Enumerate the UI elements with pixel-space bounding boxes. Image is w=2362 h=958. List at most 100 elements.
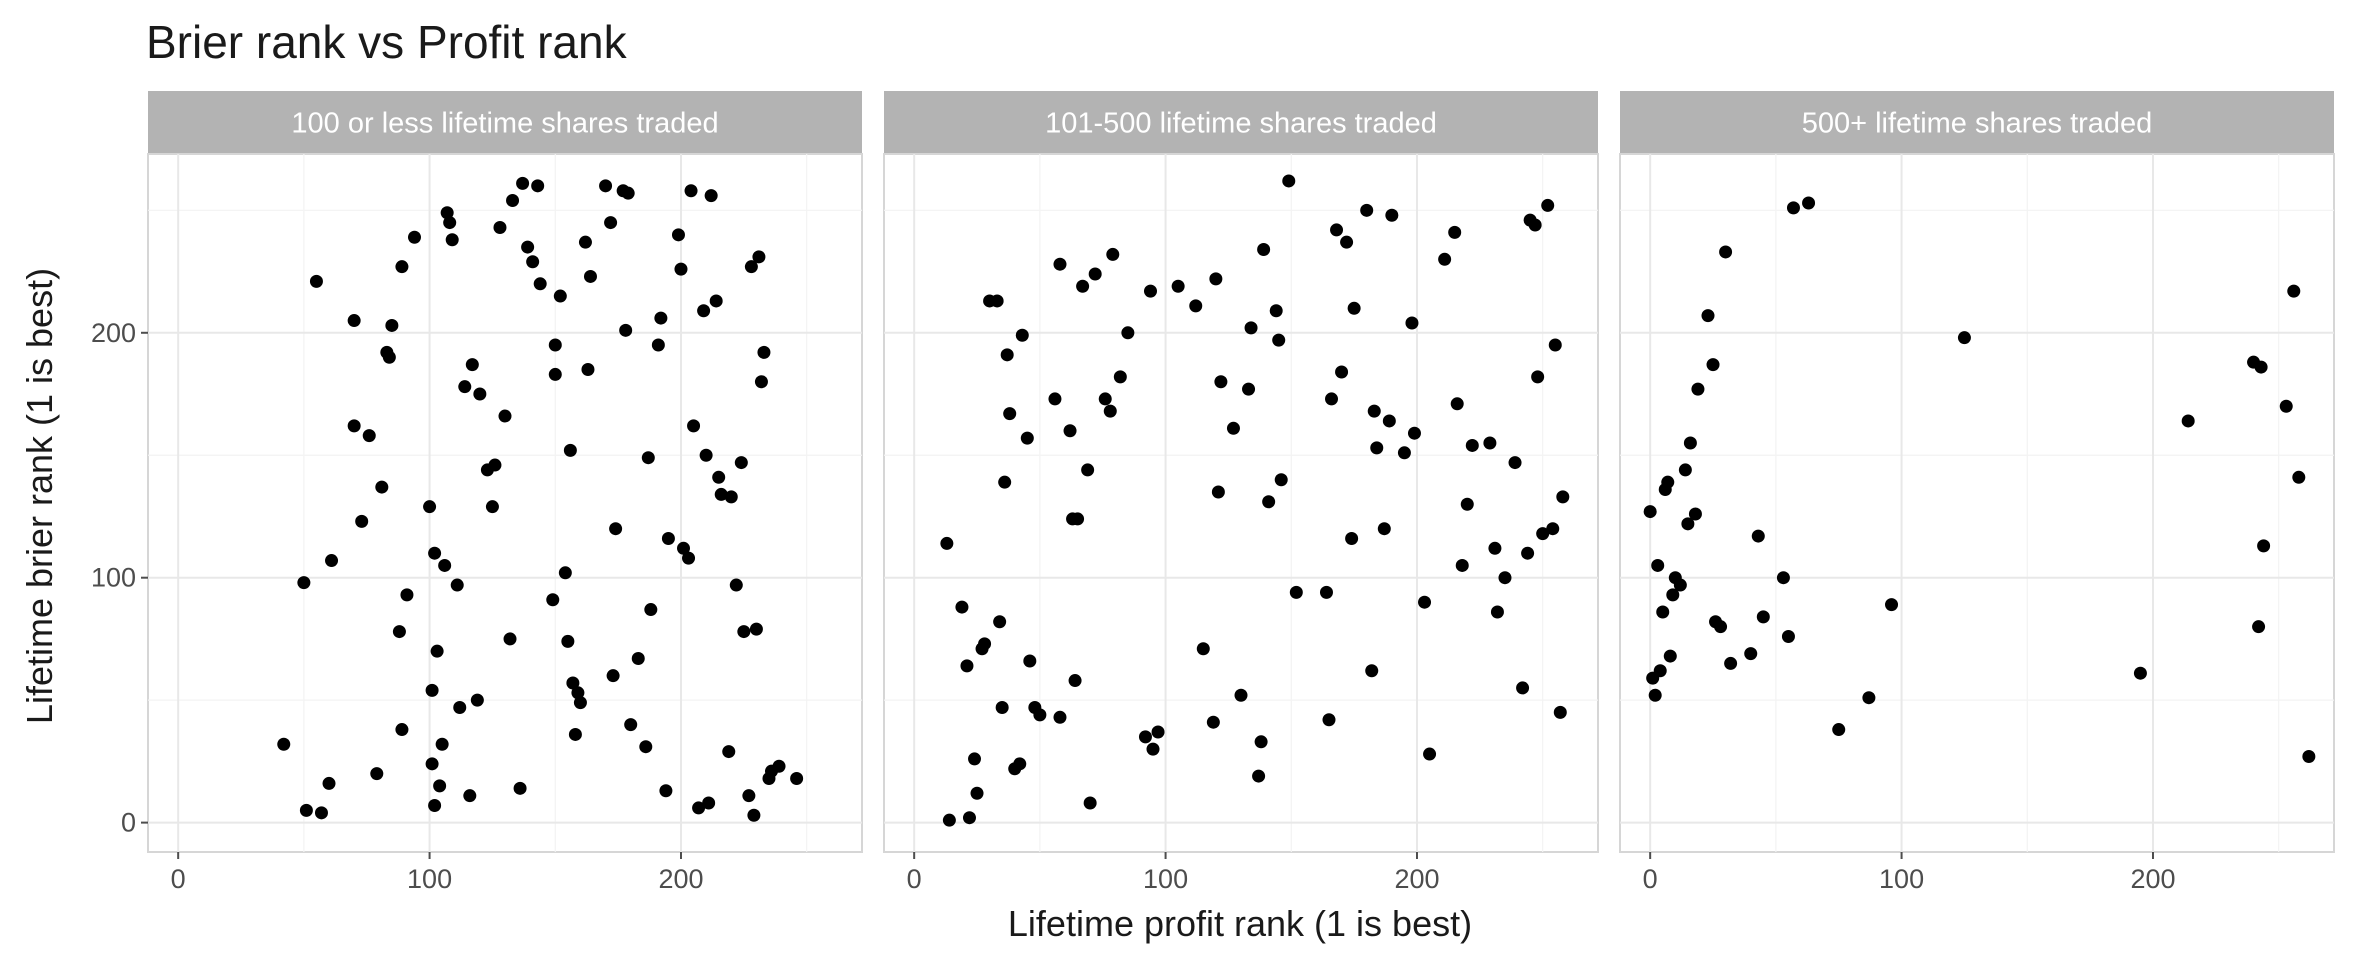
data-point <box>1053 257 1067 271</box>
data-point <box>772 759 786 773</box>
data-point <box>322 776 336 790</box>
data-point <box>299 803 313 817</box>
data-point <box>1330 223 1344 237</box>
data-point <box>1023 654 1037 668</box>
data-point <box>443 216 457 230</box>
data-point <box>712 470 726 484</box>
data-point <box>1048 392 1062 406</box>
data-point <box>1776 571 1790 585</box>
data-point <box>692 801 706 815</box>
data-point <box>1643 505 1657 519</box>
data-point <box>1211 485 1225 499</box>
data-point <box>752 250 766 264</box>
data-point <box>1121 326 1135 340</box>
facet-panel-3: 500+ lifetime shares traded 0 100 200 <box>1619 91 2335 894</box>
data-point <box>513 781 527 795</box>
data-point <box>661 532 675 546</box>
data-point <box>1681 517 1695 531</box>
data-point <box>1516 681 1530 695</box>
data-point <box>2287 284 2301 298</box>
data-point <box>1289 585 1303 599</box>
data-point <box>1370 441 1384 455</box>
data-point <box>1083 796 1097 810</box>
data-point <box>671 228 685 242</box>
data-point <box>1438 252 1452 266</box>
data-point <box>325 554 339 568</box>
data-point <box>1832 723 1846 737</box>
x-tick-label: 0 <box>907 864 922 894</box>
data-point <box>1724 656 1738 670</box>
data-point <box>568 727 582 741</box>
data-point <box>754 375 768 389</box>
data-point <box>709 294 723 308</box>
data-point <box>1143 284 1157 298</box>
data-point <box>1209 272 1223 286</box>
data-point <box>1405 316 1419 330</box>
data-point <box>2302 749 2316 763</box>
data-point <box>355 514 369 528</box>
data-points <box>1643 196 2316 763</box>
data-point <box>995 701 1009 715</box>
data-point <box>2257 539 2271 553</box>
data-point <box>362 429 376 443</box>
data-point <box>428 798 442 812</box>
data-point <box>347 314 361 328</box>
data-point <box>1957 331 1971 345</box>
data-point <box>1385 208 1399 222</box>
data-point <box>395 723 409 737</box>
data-point <box>1274 473 1288 487</box>
data-point <box>1272 333 1286 347</box>
data-point <box>473 387 487 401</box>
data-point <box>573 696 587 710</box>
data-point <box>392 625 406 639</box>
data-point <box>1683 436 1697 450</box>
data-point <box>1666 588 1680 602</box>
data-point <box>659 784 673 798</box>
data-point <box>400 588 414 602</box>
data-point <box>1541 198 1555 212</box>
data-point <box>955 600 969 614</box>
data-point <box>697 304 711 318</box>
data-point <box>463 789 477 803</box>
data-point <box>1076 279 1090 293</box>
data-point <box>521 240 535 254</box>
chart-title: Brier rank vs Profit rank <box>146 16 628 68</box>
data-point <box>1071 512 1085 526</box>
data-point <box>546 593 560 607</box>
data-point <box>1688 507 1702 521</box>
data-point <box>742 789 756 803</box>
data-point <box>1347 301 1361 315</box>
data-point <box>1548 338 1562 352</box>
data-point <box>465 358 479 372</box>
data-point <box>1418 595 1432 609</box>
data-point <box>347 419 361 433</box>
data-point <box>1528 218 1542 232</box>
data-point <box>1423 747 1437 761</box>
data-point <box>940 536 954 550</box>
data-point <box>423 500 437 514</box>
data-point <box>485 500 499 514</box>
x-tick-label: 100 <box>407 864 452 894</box>
data-point <box>1460 497 1474 511</box>
data-point <box>453 701 467 715</box>
data-point <box>641 451 655 465</box>
data-point <box>1081 463 1095 477</box>
data-point <box>1367 404 1381 418</box>
data-point <box>1663 649 1677 663</box>
data-point <box>445 233 459 247</box>
data-point <box>1254 735 1268 749</box>
data-point <box>370 767 384 781</box>
data-point <box>722 745 736 759</box>
data-point <box>581 363 595 377</box>
data-point <box>729 578 743 592</box>
data-point <box>1498 571 1512 585</box>
data-point <box>970 786 984 800</box>
data-point <box>533 277 547 291</box>
data-point <box>737 625 751 639</box>
data-point <box>438 558 452 572</box>
data-point <box>1651 558 1665 572</box>
data-point <box>619 323 633 337</box>
data-point <box>425 757 439 771</box>
x-tick-label: 200 <box>658 864 703 894</box>
data-point <box>677 541 690 555</box>
